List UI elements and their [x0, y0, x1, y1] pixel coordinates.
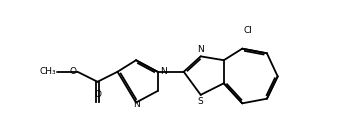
Text: N: N: [160, 67, 167, 76]
Text: CH₃: CH₃: [39, 67, 56, 76]
Text: N: N: [133, 100, 140, 109]
Text: Cl: Cl: [243, 26, 252, 35]
Text: O: O: [70, 67, 77, 76]
Text: O: O: [94, 90, 101, 99]
Text: S: S: [198, 97, 203, 106]
Text: N: N: [197, 45, 204, 54]
